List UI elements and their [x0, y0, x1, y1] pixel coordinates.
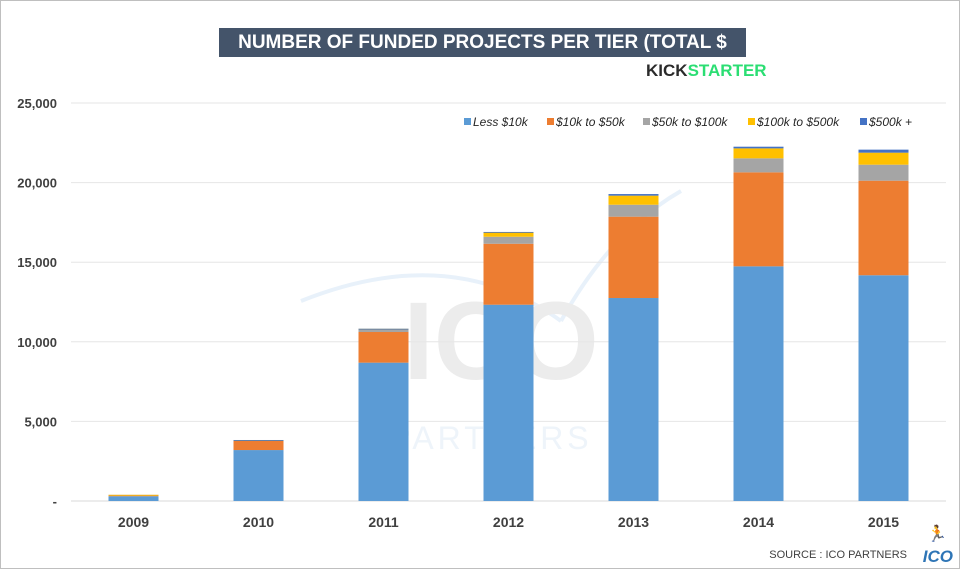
bar-segment [108, 494, 159, 496]
y-tick-label: 25,000 [17, 96, 57, 111]
x-tick-label: 2012 [493, 514, 524, 530]
legend-swatch [748, 118, 755, 125]
legend-swatch [860, 118, 867, 125]
x-tick-label: 2014 [743, 514, 774, 530]
legend-label: $100k to $500k [756, 115, 840, 129]
bar-segment [608, 204, 659, 217]
bar-segment [483, 304, 534, 501]
y-tick-label: 10,000 [17, 335, 57, 350]
bar-segment [608, 194, 659, 196]
legend-label: $10k to $50k [555, 115, 626, 129]
legend-label: $500k + [868, 115, 912, 129]
bar-segment [358, 328, 409, 330]
bar-segment [358, 329, 409, 333]
y-tick-label: 20,000 [17, 176, 57, 191]
bar-segment [358, 332, 409, 363]
bar-segment [733, 148, 784, 159]
x-tick-label: 2011 [368, 514, 399, 530]
bar-segment [483, 232, 534, 237]
chart-title: NUMBER OF FUNDED PROJECTS PER TIER (TOTA… [219, 28, 746, 82]
bar-segment [733, 146, 784, 149]
kickstarter-logo: KICKSTARTER [646, 61, 767, 81]
bar-segment [858, 152, 909, 165]
bar-segment [233, 450, 284, 501]
legend-swatch [643, 118, 650, 125]
legend-label: $50k to $100k [651, 115, 728, 129]
legend-swatch [464, 118, 471, 125]
bar-segment [733, 158, 784, 173]
bar-segment [483, 236, 534, 244]
bar-segment [483, 231, 534, 233]
bar-segment [608, 298, 659, 501]
y-tick-label: 5,000 [24, 414, 57, 429]
bar-segment [608, 195, 659, 205]
x-tick-label: 2015 [868, 514, 899, 530]
bar-segment [483, 243, 534, 305]
bar-segment [108, 496, 159, 501]
x-tick-label: 2010 [243, 514, 274, 530]
brand-part1: KICK [646, 61, 688, 80]
y-tick-label: - [53, 494, 57, 509]
ico-logo: ICO [922, 547, 953, 566]
bar-segment [233, 439, 284, 441]
bar-segment [733, 266, 784, 501]
brand-part2: STARTER [687, 61, 767, 80]
bar-segment [233, 440, 284, 451]
y-tick-label: 15,000 [17, 255, 57, 270]
legend-swatch [547, 118, 554, 125]
bar-segment [858, 164, 909, 181]
legend-label: Less $10k [473, 115, 529, 129]
bar-segment [858, 149, 909, 153]
x-tick-label: 2009 [118, 514, 149, 530]
bar-segment [608, 216, 659, 299]
source-note: SOURCE : ICO PARTNERS [769, 549, 907, 561]
bar-segment [733, 172, 784, 267]
runner-icon: 🏃 [927, 526, 947, 543]
x-tick-label: 2013 [618, 514, 649, 530]
bar-segment [358, 362, 409, 501]
bar-segment [858, 180, 909, 276]
bar-segment [858, 275, 909, 501]
